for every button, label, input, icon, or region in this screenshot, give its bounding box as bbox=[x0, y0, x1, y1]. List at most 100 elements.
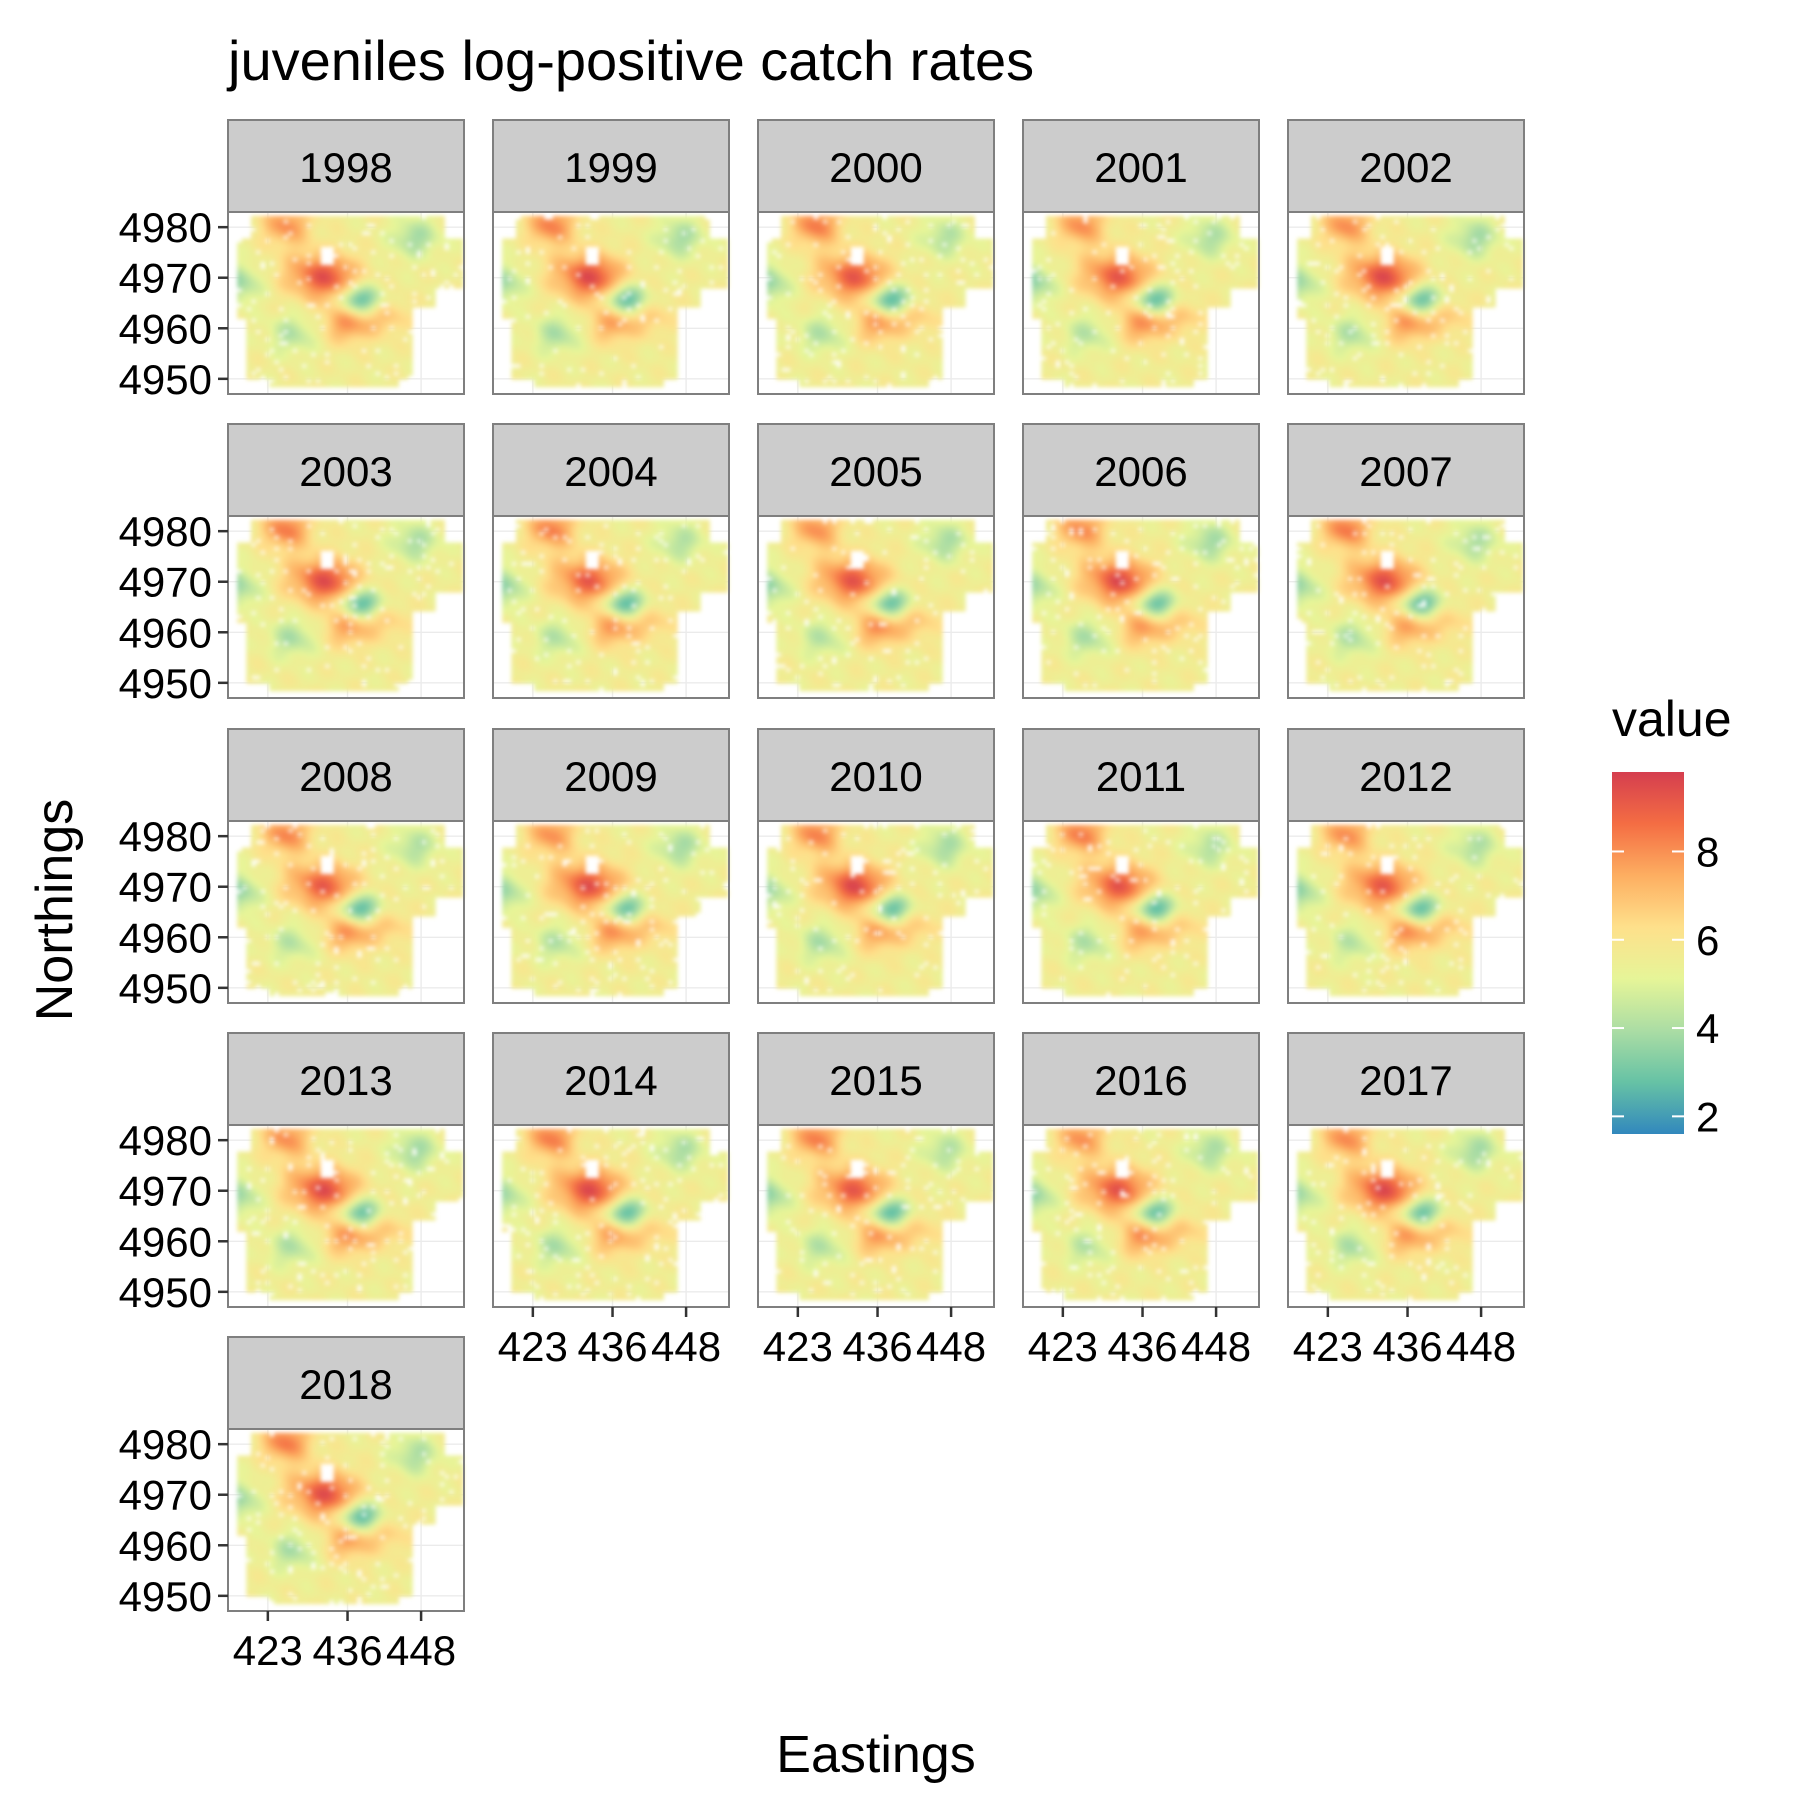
y-tick-label: 4950 bbox=[119, 356, 212, 403]
x-tick-label: 448 bbox=[386, 1627, 456, 1674]
chart-title: juveniles log-positive catch rates bbox=[226, 29, 1034, 92]
facet-strip bbox=[1022, 1032, 1260, 1126]
facet-panel-2000: 2000 bbox=[757, 119, 995, 395]
facet-label: 2002 bbox=[1359, 144, 1452, 191]
facet-label: 2001 bbox=[1094, 144, 1187, 191]
facet-strip bbox=[492, 423, 730, 517]
facet-strip bbox=[227, 728, 465, 822]
y-tick-label: 4970 bbox=[119, 1168, 212, 1215]
x-tick-label: 423 bbox=[763, 1323, 833, 1370]
facet-label: 2010 bbox=[829, 753, 922, 800]
y-tick-label: 4950 bbox=[119, 1573, 212, 1620]
legend: value 2 4 6 8 bbox=[1612, 691, 1732, 1140]
y-tick-label: 4970 bbox=[119, 864, 212, 911]
facet-label: 2003 bbox=[299, 448, 392, 495]
x-tick-label: 423 bbox=[233, 1627, 303, 1674]
facet-strip bbox=[227, 1032, 465, 1126]
facet-strip bbox=[1287, 119, 1525, 213]
heat-cells bbox=[767, 519, 994, 692]
facet-label: 2013 bbox=[299, 1057, 392, 1104]
y-tick-label: 4960 bbox=[119, 1522, 212, 1569]
facet-label: 1999 bbox=[564, 144, 657, 191]
legend-ticks: 2 4 6 8 bbox=[1612, 828, 1719, 1140]
facet-panel-2001: 2001 bbox=[1022, 119, 1260, 395]
facet-label: 2016 bbox=[1094, 1057, 1187, 1104]
panel-border bbox=[492, 211, 730, 395]
panel-border bbox=[757, 211, 995, 395]
heat-cells bbox=[1032, 519, 1259, 692]
legend-colorbar bbox=[1612, 772, 1684, 1134]
facet-panel-2002: 2002 bbox=[1287, 119, 1525, 395]
x-tick-label: 436 bbox=[577, 1323, 647, 1370]
facet-label: 2012 bbox=[1359, 753, 1452, 800]
facet-label: 2005 bbox=[829, 448, 922, 495]
panel-border bbox=[757, 1124, 995, 1308]
facet-label: 2011 bbox=[1096, 753, 1186, 800]
x-tick-label: 448 bbox=[1181, 1323, 1251, 1370]
facet-strip bbox=[1287, 728, 1525, 822]
x-tick-label: 436 bbox=[1107, 1323, 1177, 1370]
x-tick-label: 436 bbox=[312, 1627, 382, 1674]
heat-cells bbox=[237, 215, 464, 388]
legend-tick-label: 6 bbox=[1696, 917, 1719, 964]
x-tick-label: 423 bbox=[498, 1323, 568, 1370]
heat-cells bbox=[767, 824, 994, 997]
facet-panel-2017: 2017 423 436 448 bbox=[1287, 1032, 1525, 1370]
facet-strip bbox=[227, 1336, 465, 1430]
x-tick-label: 448 bbox=[1446, 1323, 1516, 1370]
heat-cells bbox=[237, 519, 464, 692]
heat-cells bbox=[502, 1128, 729, 1301]
panel-border bbox=[492, 1124, 730, 1308]
facet-panel-2014: 2014 423 436 448 bbox=[492, 1032, 730, 1370]
heat-cells bbox=[237, 1432, 464, 1605]
facet-strip bbox=[1022, 423, 1260, 517]
y-tick-label: 4980 bbox=[119, 204, 212, 251]
y-tick-label: 4980 bbox=[119, 813, 212, 860]
facet-strip bbox=[227, 423, 465, 517]
facet-panel-2007: 2007 bbox=[1287, 423, 1525, 699]
y-tick-label: 4970 bbox=[119, 559, 212, 606]
facet-strip bbox=[1022, 119, 1260, 213]
facet-label: 2015 bbox=[829, 1057, 922, 1104]
facet-label: 2004 bbox=[564, 448, 657, 495]
heat-cells bbox=[767, 1128, 994, 1301]
facet-label: 2006 bbox=[1094, 448, 1187, 495]
facet-label: 1998 bbox=[299, 144, 392, 191]
facet-strip bbox=[757, 1032, 995, 1126]
x-tick-label: 423 bbox=[1028, 1323, 1098, 1370]
y-tick-label: 4950 bbox=[119, 660, 212, 707]
y-tick-label: 4960 bbox=[119, 305, 212, 352]
y-tick-label: 4960 bbox=[119, 609, 212, 656]
facet-panel-2010: 2010 bbox=[757, 728, 995, 1004]
facet-strip bbox=[757, 728, 995, 822]
heat-cells bbox=[1032, 1128, 1259, 1301]
legend-tick-label: 4 bbox=[1696, 1005, 1719, 1052]
legend-tick-label: 8 bbox=[1696, 828, 1719, 875]
heat-cells bbox=[1032, 824, 1259, 997]
heat-cells bbox=[1032, 215, 1259, 388]
x-tick-label: 436 bbox=[842, 1323, 912, 1370]
y-axis-title: Northings bbox=[26, 799, 84, 1022]
y-tick-label: 4950 bbox=[119, 1269, 212, 1316]
x-axis-title: Eastings bbox=[776, 1726, 975, 1784]
panel-border bbox=[492, 515, 730, 699]
facet-strip bbox=[757, 119, 995, 213]
y-tick-label: 4980 bbox=[119, 1421, 212, 1468]
heat-cells bbox=[767, 215, 994, 388]
panel-border bbox=[1022, 211, 1260, 395]
panel-border bbox=[757, 820, 995, 1004]
panel-border bbox=[227, 820, 465, 1004]
panel-border bbox=[757, 515, 995, 699]
facet-panel-2005: 2005 bbox=[757, 423, 995, 699]
facet-panel-2004: 2004 bbox=[492, 423, 730, 699]
panel-border bbox=[1022, 1124, 1260, 1308]
facet-strip bbox=[492, 1032, 730, 1126]
panel-border bbox=[1287, 1124, 1525, 1308]
y-tick-label: 4960 bbox=[119, 914, 212, 961]
facet-label: 2009 bbox=[564, 753, 657, 800]
facet-panel-1999: 1999 bbox=[492, 119, 730, 395]
